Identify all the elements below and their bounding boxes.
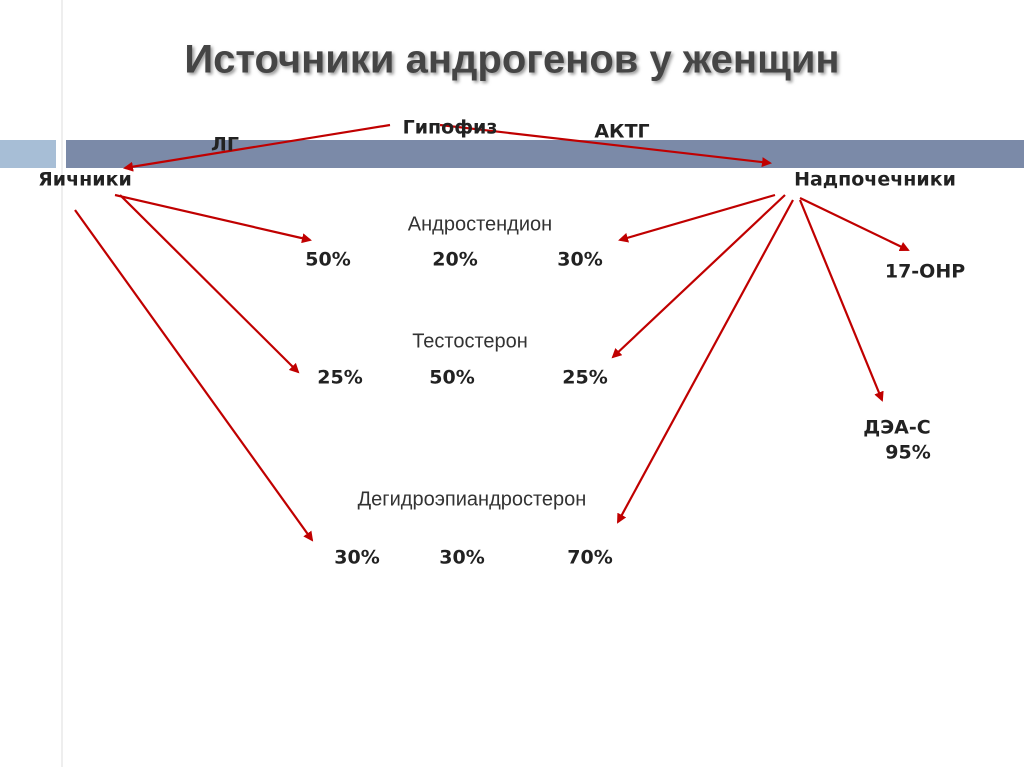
organ-node: Яичники (38, 169, 132, 191)
share: 50% (429, 367, 474, 389)
arrow (611, 194, 786, 359)
arrow (123, 123, 391, 172)
hormone-label: ЛГ (211, 134, 239, 156)
source-node: Гипофиз (403, 117, 498, 139)
accent-bar (66, 140, 1024, 168)
arrow (799, 197, 910, 252)
product-name: Тестостерон (412, 330, 528, 352)
share: 95% (885, 442, 930, 464)
share: 50% (305, 249, 350, 271)
adrenal-product: 17-ОНР (885, 261, 965, 283)
share: 30% (557, 249, 602, 271)
adrenal-product: ДЭА-С (863, 417, 930, 439)
product-name: Андростендион (408, 213, 552, 235)
arrow (617, 199, 794, 524)
share: 70% (567, 547, 612, 569)
product-name: Дегидроэпиандростерон (358, 488, 587, 510)
arrow (114, 193, 312, 244)
share: 30% (439, 547, 484, 569)
share: 25% (317, 367, 362, 389)
share: 20% (432, 249, 477, 271)
arrow (439, 123, 772, 168)
accent-square (0, 140, 56, 168)
arrows (74, 123, 910, 542)
arrow (798, 199, 884, 402)
hormone-label: АКТГ (594, 121, 649, 143)
arrow (618, 193, 776, 243)
share: 25% (562, 367, 607, 389)
arrow (74, 209, 314, 542)
organ-node: Надпочечники (794, 169, 956, 191)
arrow (119, 194, 300, 374)
share: 30% (334, 547, 379, 569)
slide-title: Источники андрогенов у женщин (184, 38, 839, 82)
